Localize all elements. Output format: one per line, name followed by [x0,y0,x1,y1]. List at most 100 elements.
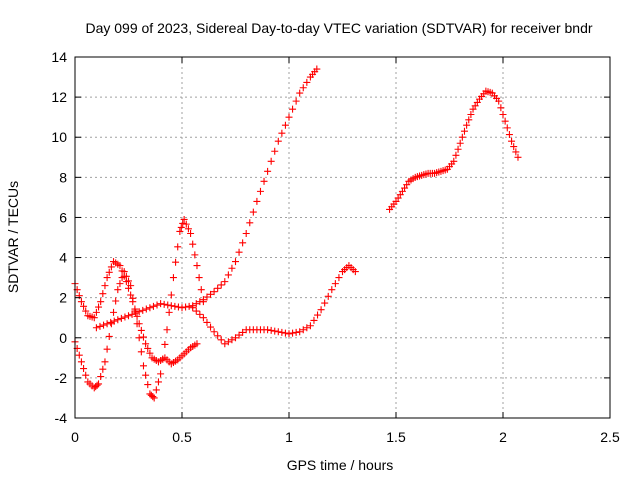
data-point-track-3 [264,167,272,175]
data-point-track-5 [514,153,522,161]
data-point-track-4 [306,322,314,330]
data-point-track-4 [214,332,222,340]
data-point-track-3 [281,121,289,129]
y-tick-label: 0 [59,330,67,346]
data-point-track-3 [235,248,243,256]
data-point-track-4 [285,330,293,338]
data-point-track-5 [505,131,513,139]
data-point-track-3 [274,137,282,145]
data-point-track-5 [454,145,462,153]
data-point-track-1 [77,298,85,306]
data-point-track-3 [296,89,304,97]
data-point-track-3 [242,229,250,237]
data-point-track-3 [292,97,300,105]
data-point-track-2 [157,370,165,378]
data-point-track-1 [146,349,154,357]
data-point-track-2 [135,334,143,342]
data-point-track-2 [137,348,145,356]
data-point-track-3 [153,301,161,309]
data-point-track-2 [193,262,201,270]
x-tick-label: 0.5 [172,429,192,445]
data-point-track-3 [132,309,140,317]
data-point-track-5 [450,157,458,165]
data-point-track-2 [176,227,184,235]
data-point-track-4 [274,328,282,336]
data-point-track-2 [187,229,195,237]
data-point-track-1 [116,262,124,270]
data-point-track-4 [221,340,229,348]
data-point-track-3 [157,300,165,308]
data-point-track-2 [180,215,188,223]
data-point-track-3 [217,281,225,289]
data-point-track-4 [264,326,272,334]
data-point-track-2 [127,282,135,290]
data-point-track-3 [207,290,215,298]
data-point-track-3 [121,313,129,321]
data-point-track-1 [133,312,141,320]
data-point-track-1 [107,263,115,271]
data-point-track-2 [139,362,147,370]
data-point-track-1 [144,344,152,352]
data-point-track-1 [105,268,113,276]
data-point-track-2 [122,272,130,280]
data-point-track-2 [177,223,185,231]
data-point-track-2 [77,358,85,366]
data-point-track-4 [289,329,297,337]
data-point-track-1 [95,303,103,311]
data-point-track-4 [321,299,329,307]
data-point-track-3 [160,300,168,308]
data-point-track-2 [105,332,113,340]
data-point-track-3 [149,302,157,310]
data-point-track-5 [467,110,475,118]
y-tick-label: 2 [59,290,67,306]
data-point-track-2 [159,355,167,363]
data-points [71,65,522,402]
data-point-track-3 [164,301,172,309]
data-point-track-2 [189,240,197,248]
data-point-track-1 [80,302,88,310]
y-tick-label: -2 [55,370,68,386]
data-point-track-3 [267,157,275,165]
data-point-track-3 [135,308,143,316]
data-point-track-4 [335,274,343,282]
data-point-track-1 [101,282,109,290]
data-point-track-5 [458,133,466,141]
data-point-track-5 [499,110,507,118]
data-point-track-2 [129,294,137,302]
data-point-track-4 [278,328,286,336]
data-point-track-5 [456,139,464,147]
data-point-track-4 [217,336,225,344]
data-point-track-2 [133,320,141,328]
data-point-track-3 [278,129,286,137]
data-point-track-3 [192,300,200,308]
data-point-track-3 [167,302,175,310]
chart-title: Day 099 of 2023, Sidereal Day-to-day VTE… [85,20,592,36]
data-point-track-2 [152,386,160,394]
data-point-track-2 [80,365,88,373]
data-point-track-2 [120,268,128,276]
data-point-track-1 [103,274,111,282]
data-point-track-3 [239,239,247,247]
x-tick-label: 2.5 [600,429,620,445]
data-point-track-4 [314,311,322,319]
data-point-track-2 [174,243,182,251]
data-point-track-2 [163,326,171,334]
data-point-track-1 [193,340,201,348]
data-point-track-4 [228,336,236,344]
plot-frame [74,56,611,419]
data-point-track-3 [117,314,125,322]
data-point-track-3 [199,296,207,304]
data-point-track-2 [167,291,175,299]
data-point-track-4 [189,304,197,312]
data-point-track-3 [271,147,279,155]
data-point-track-2 [144,381,152,389]
data-point-track-2 [191,251,199,259]
data-point-track-3 [174,303,182,311]
data-point-track-2 [197,286,205,294]
grid [75,57,610,418]
data-point-track-1 [92,308,100,316]
data-point-track-1 [99,290,107,298]
data-point-track-2 [165,308,173,316]
data-point-track-5 [495,97,503,105]
